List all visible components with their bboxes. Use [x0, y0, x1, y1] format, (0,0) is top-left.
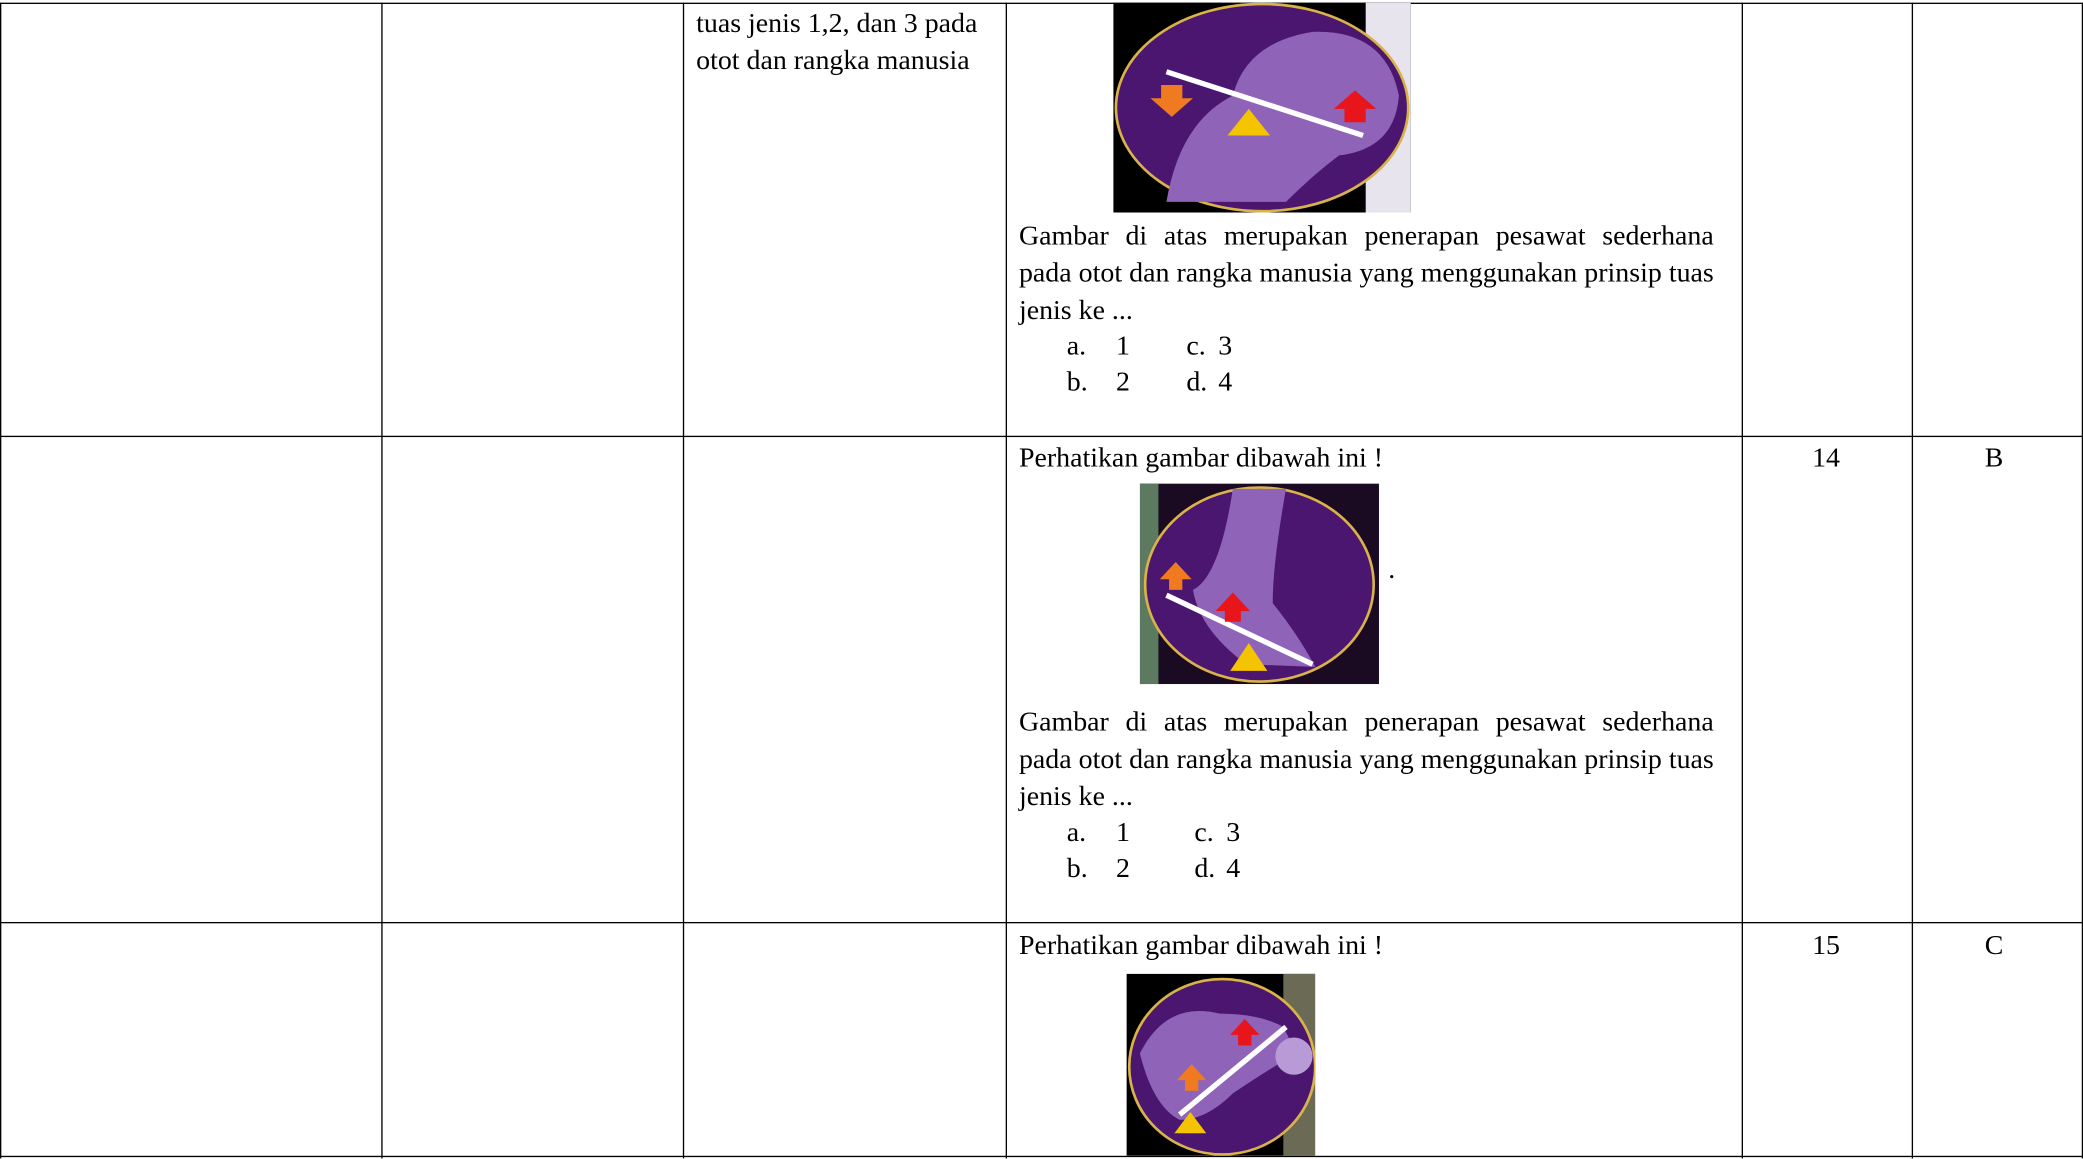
answer: C: [1984, 928, 2004, 961]
lever-image: [1113, 2, 1411, 213]
row-border: [0, 435, 2083, 438]
row-border: [0, 1155, 2083, 1158]
topic: tuas jenis 1,2, dan 3 pada otot dan rang…: [696, 6, 978, 76]
option-letter: b.: [1066, 851, 1088, 884]
answer: B: [1984, 441, 2004, 473]
option-text: 4: [1218, 365, 1233, 398]
option-text: 2: [1115, 365, 1130, 398]
col-border: [381, 2, 383, 1159]
option-letter: c.: [1194, 815, 1214, 848]
col-border: [682, 2, 685, 1159]
question: Gambar di atas merupakan penerapan pesaw…: [1018, 219, 1714, 326]
intro: Perhatikan gambar dibawah ini !: [1018, 928, 1384, 961]
row-border: [0, 921, 2083, 924]
col-border: [1741, 2, 1743, 1159]
col-border: [2081, 2, 2083, 1159]
option-text: 2: [1115, 851, 1130, 884]
option-letter: a.: [1066, 815, 1087, 848]
option-text: 3: [1218, 329, 1233, 362]
option-text: 3: [1226, 815, 1241, 848]
number: 15: [1812, 928, 1840, 961]
row-border: [0, 2, 2083, 4]
mark: .: [1388, 552, 1396, 585]
option-letter: b.: [1066, 365, 1088, 398]
option-letter: d.: [1194, 851, 1216, 884]
intro: Perhatikan gambar dibawah ini !: [1018, 441, 1384, 473]
option-letter: c.: [1186, 329, 1206, 362]
lever-image: [1126, 973, 1316, 1156]
col-border: [0, 2, 2, 1159]
col-border: [1005, 2, 1008, 1159]
option-text: 1: [1115, 815, 1130, 848]
number: 14: [1812, 441, 1840, 473]
option-letter: a.: [1066, 329, 1087, 362]
question: Gambar di atas merupakan penerapan pesaw…: [1018, 705, 1714, 812]
lever-image: [1139, 483, 1379, 685]
col-border: [1911, 2, 1914, 1159]
option-text: 4: [1226, 851, 1241, 884]
option-text: 1: [1115, 329, 1130, 362]
option-letter: d.: [1186, 365, 1208, 398]
